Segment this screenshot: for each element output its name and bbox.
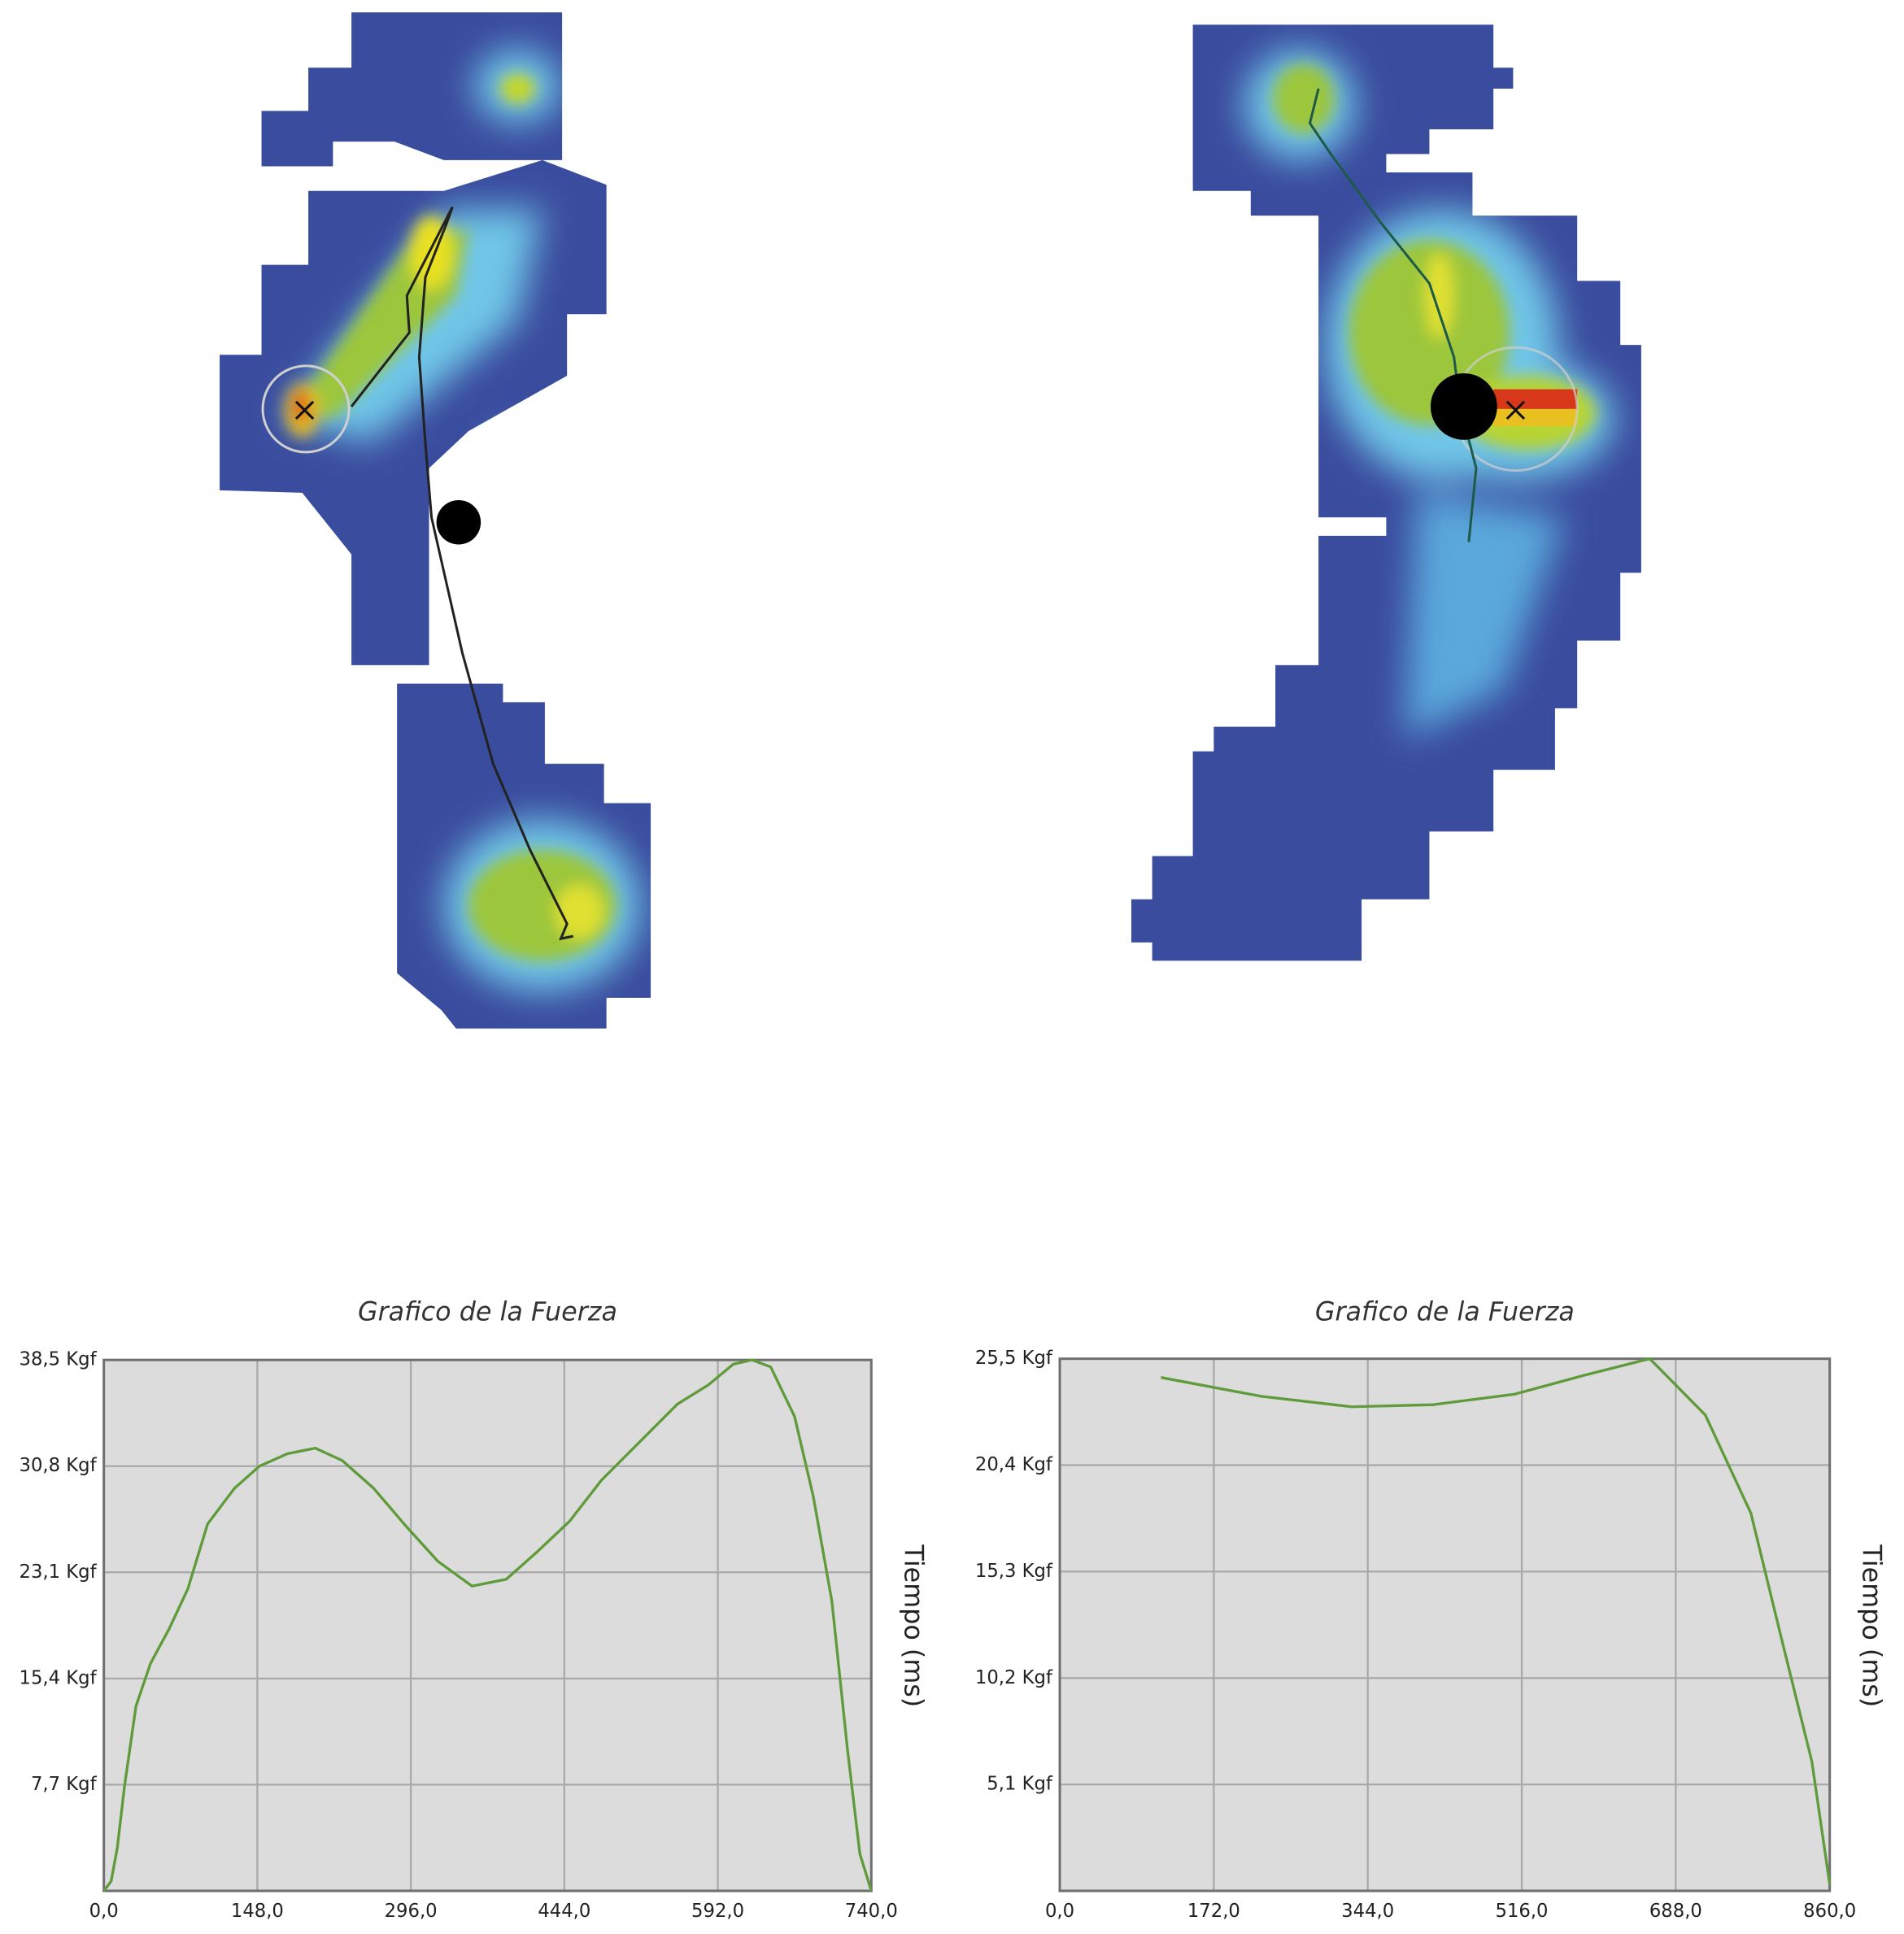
plot-area bbox=[103, 1360, 872, 1891]
x-tick-label: 516,0 bbox=[1496, 1901, 1549, 1922]
line-chart: Grafico de la Fuerza 0,0 172,0 344,0 516,0 68… bbox=[975, 1297, 1887, 1923]
x-tick-label: 148,0 bbox=[231, 1901, 284, 1922]
y-tick-label: 15,4 Kgf bbox=[20, 1667, 98, 1688]
plot-border bbox=[102, 1358, 873, 1893]
x-tick-label: 688,0 bbox=[1649, 1901, 1702, 1922]
chart-title: Grafico de la Fuerza bbox=[358, 1297, 617, 1327]
x-tick-label: 592,0 bbox=[691, 1901, 744, 1922]
y-tick-label: 25,5 Kgf bbox=[975, 1348, 1053, 1369]
y-axis-label: Tiempo (ms) bbox=[898, 1544, 928, 1707]
y-tick-label: 10,2 Kgf bbox=[975, 1667, 1053, 1688]
chart-title: Grafico de la Fuerza bbox=[1315, 1297, 1575, 1327]
x-tick-label: 296,0 bbox=[385, 1901, 438, 1922]
y-tick-label: 15,3 Kgf bbox=[975, 1561, 1053, 1582]
y-tick-label: 7,7 Kgf bbox=[31, 1774, 98, 1795]
x-tick-label: 172,0 bbox=[1187, 1901, 1240, 1922]
x-tick-label: 444,0 bbox=[538, 1901, 590, 1922]
y-axis-label: Tiempo (ms) bbox=[1857, 1544, 1887, 1707]
right-footprint bbox=[1131, 24, 1641, 961]
plot-area bbox=[1060, 1358, 1830, 1891]
x-tick-label: 0,0 bbox=[1045, 1901, 1074, 1922]
x-tick-label: 860,0 bbox=[1803, 1901, 1856, 1922]
plot-border bbox=[1058, 1357, 1832, 1893]
y-tick-label: 20,4 Kgf bbox=[975, 1454, 1053, 1475]
x-tick-label: 0,0 bbox=[89, 1901, 119, 1922]
data-line bbox=[102, 1358, 873, 1892]
data-line bbox=[1161, 1357, 1832, 1885]
y-tick-label: 38,5 Kgf bbox=[20, 1349, 98, 1370]
x-tick-label: 344,0 bbox=[1341, 1901, 1394, 1922]
y-tick-label: 23,1 Kgf bbox=[20, 1562, 98, 1583]
y-tick-label: 30,8 Kgf bbox=[20, 1455, 98, 1476]
line-chart: Grafico de la Fuerza 0,0 148,0 296,0 444,0 59… bbox=[20, 1297, 929, 1923]
left-footprint bbox=[220, 12, 651, 1029]
x-tick-label: 740,0 bbox=[845, 1901, 898, 1922]
y-tick-label: 5,1 Kgf bbox=[987, 1774, 1053, 1795]
